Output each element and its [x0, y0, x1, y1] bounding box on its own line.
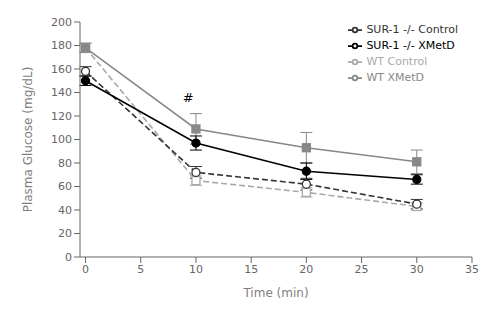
svg-text:160: 160: [51, 63, 72, 76]
svg-text:0: 0: [65, 251, 72, 264]
svg-text:60: 60: [58, 180, 72, 193]
svg-text:Plasma Glucose (mg/dL): Plasma Glucose (mg/dL): [21, 67, 35, 213]
svg-text:140: 140: [51, 86, 72, 99]
svg-text:Time (min): Time (min): [242, 286, 308, 300]
svg-text:#: #: [183, 90, 194, 105]
svg-text:0: 0: [82, 263, 89, 276]
svg-text:100: 100: [51, 133, 72, 146]
svg-text:25: 25: [355, 263, 369, 276]
html-text:SUR-1 -/- XMetD: SUR-1 -/- XMetD: [366, 39, 455, 52]
html-text:WT XMetD: WT XMetD: [366, 71, 425, 84]
svg-text:30: 30: [410, 263, 424, 276]
svg-text:10: 10: [189, 263, 203, 276]
svg-text:20: 20: [299, 263, 313, 276]
svg-text:20: 20: [58, 227, 72, 240]
svg-text:5: 5: [137, 263, 144, 276]
svg-text:180: 180: [51, 39, 72, 52]
svg-text:80: 80: [58, 157, 72, 170]
svg-text:40: 40: [58, 204, 72, 217]
svg-text:120: 120: [51, 110, 72, 123]
html-text:WT Control: WT Control: [366, 55, 428, 68]
svg-text:15: 15: [244, 263, 258, 276]
html-text:SUR-1 -/- Control: SUR-1 -/- Control: [366, 23, 458, 36]
svg-text:200: 200: [51, 16, 72, 29]
svg-text:35: 35: [465, 263, 479, 276]
